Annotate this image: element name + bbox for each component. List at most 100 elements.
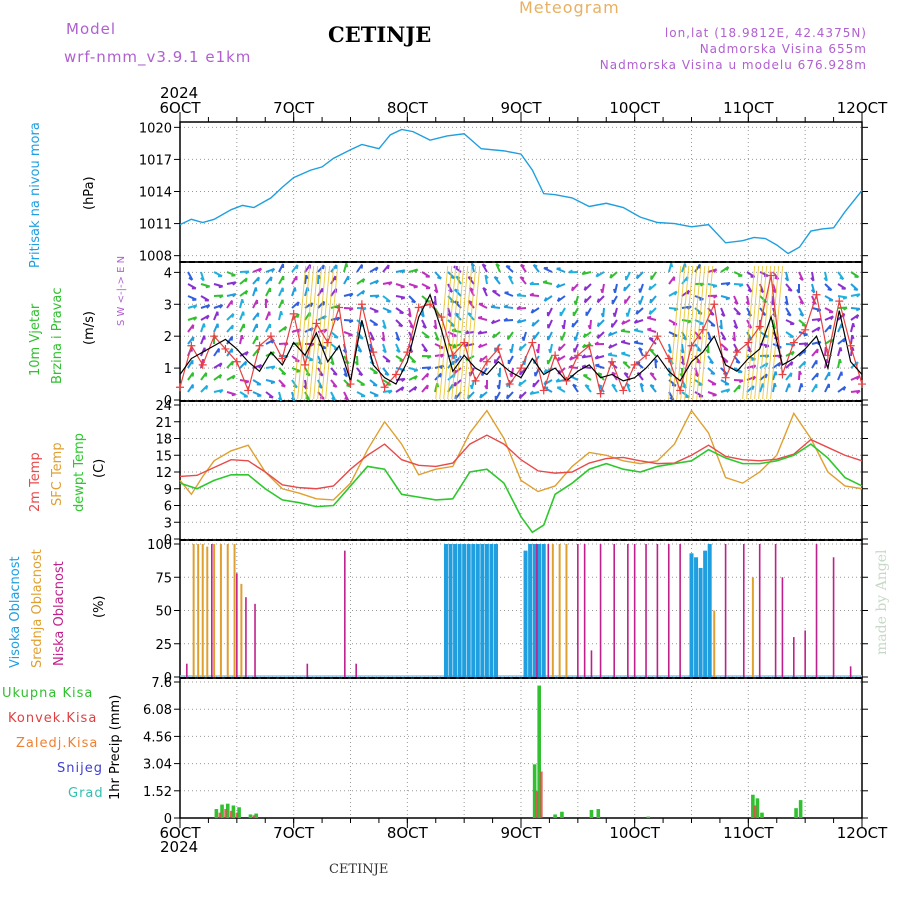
wind-arrow-head (535, 348, 540, 354)
wind-arrow-head (810, 277, 815, 282)
mid-cloud-bar (197, 544, 200, 677)
wind-arrow-head (738, 283, 744, 288)
wind-arrow-head (219, 294, 224, 299)
wind-arrow-head (401, 269, 406, 274)
wind-arrow-head (568, 269, 573, 274)
wind-arrow-head (810, 289, 816, 294)
wind-gust-marker (482, 357, 491, 366)
wind-hatch-line (459, 265, 473, 400)
wind-arrow-head (803, 361, 807, 366)
wind-hatch-line (463, 265, 477, 400)
high-cloud-bar (694, 557, 699, 677)
wind-arrow-head (572, 383, 577, 388)
y-tick-label: 25 (155, 638, 172, 653)
wind-arrow-head (413, 285, 418, 289)
wind-arrow-head (490, 319, 495, 325)
high-cloud-bar (484, 544, 489, 677)
wind-arrow-head (188, 276, 193, 281)
wind-arrow-head (334, 264, 338, 269)
high-cloud-bar (471, 544, 476, 677)
wind-arrow-head (581, 364, 587, 368)
x-tick-label-bottom: 12OCT (837, 824, 888, 842)
wind-arrow-head (623, 286, 626, 292)
wind-arrow-head (296, 301, 300, 307)
conv-precip-bar (540, 771, 543, 818)
wind-arrow-head (506, 265, 511, 268)
wind-gust-marker (642, 351, 651, 360)
wind-arrow-head (531, 322, 535, 327)
wind-gust-marker (460, 338, 469, 347)
total-precip-bar (225, 803, 230, 818)
y-tick-label: 18 (155, 433, 172, 448)
high-cloud-bar (703, 550, 708, 677)
wind-arrow-head (855, 307, 861, 312)
total-precip-bar (596, 809, 601, 818)
wind-arrow-head (518, 381, 522, 387)
mid-cloud-bar (558, 544, 561, 677)
wind-arrow-head (842, 386, 847, 391)
wind-arrow-head (543, 380, 548, 386)
wind-arrow-head (620, 339, 626, 343)
high-cloud-bar (523, 550, 528, 677)
y-tick-label: 0 (164, 394, 172, 409)
wind-arrow-head (827, 288, 832, 292)
high-cloud-bar (466, 544, 471, 677)
wind-arrow-head (484, 385, 488, 390)
wind-arrow-head (244, 361, 248, 366)
wind-arrow-head (804, 342, 809, 347)
total-precip-bar (798, 800, 803, 818)
wind-arrow-head (270, 381, 276, 385)
low-cloud-bar (793, 637, 795, 677)
wind-arrow-head (395, 348, 401, 353)
total-precip-bar (794, 808, 798, 818)
wind-arrow-head (718, 325, 723, 330)
wind-gust-marker (778, 370, 787, 379)
wind-arrow-head (707, 337, 712, 342)
wind-arrow-head (721, 336, 727, 341)
wind-arrow-head (829, 315, 835, 321)
wind-arrow-head (516, 318, 521, 324)
year-bottom: 2024 (160, 838, 199, 856)
wind-gust-marker (596, 389, 605, 398)
high-cloud-bar (528, 544, 533, 677)
wind-arrow-head (520, 263, 525, 268)
wind-arrow-head (254, 287, 258, 292)
wind-arrow-head (532, 382, 536, 388)
wind-arrow-head (825, 358, 830, 364)
wind-gust-marker (278, 354, 287, 363)
wind-arrow-head (571, 322, 575, 328)
wind-arrow-head (348, 334, 353, 337)
wind-gust-marker (789, 338, 798, 347)
wind-gust-marker (357, 300, 366, 309)
wind-arrow-head (624, 372, 629, 376)
wind-gust-marker (391, 370, 400, 379)
wind-arrow-head (731, 337, 736, 342)
wind-arrow-head (433, 325, 438, 330)
wind-arrow-head (649, 298, 653, 304)
wind-arrow-head (647, 315, 652, 319)
wind-arrow-head (244, 351, 249, 356)
wind-hatch-line (297, 265, 311, 400)
wind-arrow-head (712, 284, 718, 288)
wind-arrow-head (380, 337, 385, 342)
total-precip-bar (214, 809, 219, 818)
wind-title: 10m Vjetar (28, 303, 43, 376)
wind-gust-marker (607, 357, 616, 366)
wind-arrow-head (595, 272, 600, 278)
low-cloud-bar (781, 577, 784, 677)
mid-cloud-bar (219, 544, 222, 677)
wind-arrow-head (470, 262, 476, 267)
cloud-low-title: Niska Oblacnost (52, 561, 67, 666)
wind-hatch-line (668, 265, 682, 400)
wind-arrow-head (482, 287, 488, 292)
wind-hatch-line (313, 265, 327, 400)
temp-subtitle2: dewpt Temp (72, 432, 87, 512)
wind-arrow-head (842, 296, 848, 300)
wind-hatch-line (321, 265, 335, 400)
wind-arrow-head (193, 304, 198, 309)
y-tick-label: 1011 (139, 218, 172, 233)
wind-arrow-head (853, 288, 858, 291)
wind-hatch-line (317, 265, 331, 400)
wind-arrow-head (411, 360, 416, 364)
